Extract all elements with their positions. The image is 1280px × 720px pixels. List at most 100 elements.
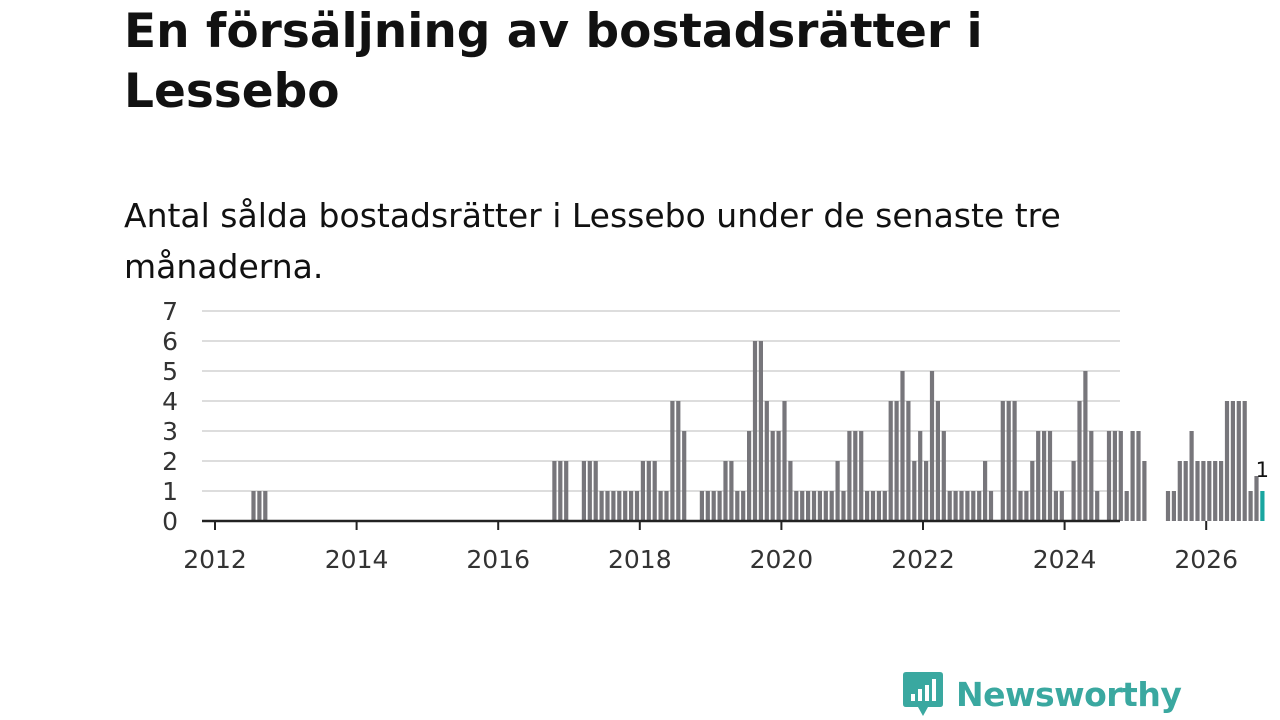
highlighted-bar (1260, 491, 1265, 521)
newsworthy-logo: Newsworthy (902, 670, 1182, 718)
bar (564, 461, 569, 521)
bar (811, 491, 817, 521)
bar (788, 461, 793, 521)
bar (1059, 491, 1064, 521)
bar (1083, 371, 1088, 521)
bar (599, 491, 604, 521)
bar (257, 491, 262, 521)
bar (1089, 431, 1094, 521)
bar (1171, 491, 1176, 521)
bar (800, 491, 805, 521)
x-tick-label: 2016 (466, 545, 530, 574)
bar (1024, 491, 1029, 521)
bar (1236, 401, 1241, 521)
bar (711, 491, 716, 521)
bar (1112, 431, 1117, 521)
bar (835, 461, 840, 521)
x-tick-label: 2018 (608, 545, 672, 574)
y-tick-label: 1 (162, 477, 178, 506)
bar (1000, 401, 1005, 521)
bar (924, 461, 929, 521)
highlight-data-label: 1 (1256, 458, 1269, 482)
y-tick-label: 7 (162, 297, 178, 326)
bar (1042, 431, 1047, 521)
y-tick-label: 3 (162, 417, 178, 446)
y-tick-label: 6 (162, 327, 178, 356)
bar (935, 401, 940, 521)
bar (900, 371, 905, 521)
bar (664, 491, 669, 521)
grid-lines (202, 310, 1120, 492)
bar (859, 431, 864, 521)
bar (918, 431, 923, 521)
bar (752, 341, 758, 521)
bar (876, 491, 881, 521)
bar (723, 461, 728, 521)
bar (705, 491, 710, 521)
newsworthy-bar-chart-icon (903, 672, 943, 716)
bar (817, 491, 822, 521)
bar (1224, 401, 1230, 521)
bar (652, 461, 657, 521)
bar (906, 401, 911, 521)
bar (634, 491, 640, 521)
bar (1136, 431, 1141, 521)
x-tick-label: 2012 (183, 545, 247, 574)
bar (1053, 491, 1058, 521)
bar (977, 491, 982, 521)
bar (988, 491, 994, 521)
y-tick-label: 2 (162, 447, 178, 476)
bar (882, 491, 887, 521)
bar (581, 461, 586, 521)
bar (983, 461, 988, 521)
bar (953, 491, 958, 521)
bar (865, 491, 870, 521)
bar (263, 491, 268, 521)
bar (658, 491, 663, 521)
bar (735, 491, 740, 521)
x-tick-label: 2014 (325, 545, 389, 574)
bar (1095, 491, 1100, 521)
x-axis-ticks: 2012 2014 2016 2018 2020 2022 2024 2026 (183, 521, 1238, 574)
bar (251, 491, 256, 521)
bar (1230, 401, 1235, 521)
bar (1047, 431, 1053, 521)
bar (1030, 461, 1035, 521)
bar (1183, 461, 1188, 521)
bar (587, 461, 592, 521)
bar (965, 491, 970, 521)
bar (611, 491, 616, 521)
bar (676, 401, 681, 521)
bar (853, 431, 858, 521)
bar (1219, 461, 1224, 521)
brand-name: Newsworthy (956, 674, 1182, 714)
bar (646, 461, 651, 521)
bar (623, 491, 628, 521)
x-tick-label: 2026 (1174, 545, 1238, 574)
y-tick-label: 4 (162, 387, 178, 416)
bar (971, 491, 976, 521)
bar (617, 491, 622, 521)
bar (1071, 461, 1076, 521)
bar (1036, 431, 1041, 521)
bar (729, 461, 734, 521)
bar (894, 401, 899, 521)
bar (1254, 476, 1259, 521)
bar (823, 491, 828, 521)
bar (1195, 461, 1200, 521)
bar (888, 401, 893, 521)
bar (1165, 491, 1171, 521)
bar (1077, 401, 1082, 521)
bar (829, 491, 834, 521)
bar (847, 431, 852, 521)
bar (699, 491, 704, 521)
bar (794, 491, 799, 521)
bar (605, 491, 610, 521)
bar (1130, 431, 1135, 521)
x-tick-label: 2020 (750, 545, 814, 574)
bar (1006, 401, 1011, 521)
bar (1242, 401, 1247, 521)
bar (1177, 461, 1182, 521)
